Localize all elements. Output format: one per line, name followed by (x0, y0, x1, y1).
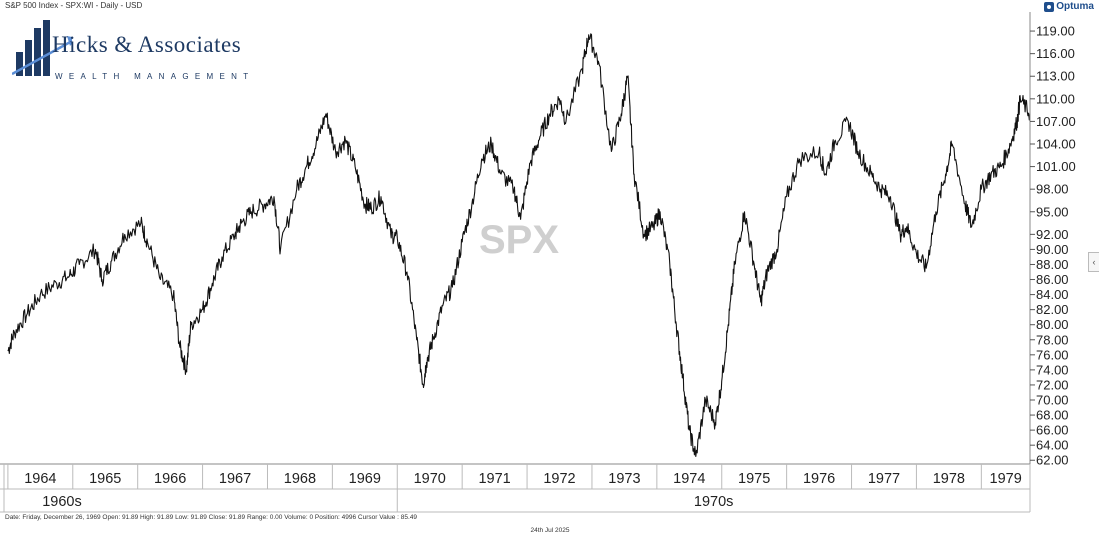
decade-label: 1970s (694, 494, 734, 510)
y-tick-label: 119.00 (1036, 24, 1075, 39)
y-tick-label: 84.00 (1036, 287, 1069, 302)
optuma-brand: Optuma (1044, 1, 1094, 12)
year-label: 1965 (89, 471, 121, 487)
y-tick-label: 88.00 (1036, 257, 1069, 272)
y-tick-label: 95.00 (1036, 204, 1069, 219)
y-tick-label: 98.00 (1036, 182, 1069, 197)
cursor-status-bar: Date: Friday, December 26, 1969 Open: 91… (5, 514, 418, 521)
y-tick-label: 110.00 (1036, 91, 1075, 106)
y-tick-label: 101.00 (1036, 159, 1076, 174)
y-tick-label: 90.00 (1036, 242, 1069, 257)
year-label: 1964 (24, 471, 56, 487)
optuma-brand-label: Optuma (1056, 1, 1094, 12)
y-tick-label: 64.00 (1036, 438, 1069, 453)
watermark-text: SPX (479, 218, 559, 262)
y-tick-label: 72.00 (1036, 377, 1069, 392)
y-tick-label: 68.00 (1036, 408, 1069, 423)
optuma-logo-icon (1044, 1, 1055, 12)
y-tick-label: 62.00 (1036, 453, 1069, 468)
y-tick-label: 78.00 (1036, 332, 1069, 347)
y-tick-label: 66.00 (1036, 423, 1069, 438)
year-label: 1971 (478, 471, 510, 487)
year-label: 1968 (284, 471, 316, 487)
firm-name: Hicks & Associates (52, 32, 242, 57)
y-tick-label: 107.00 (1036, 114, 1076, 129)
year-label: 1977 (868, 471, 900, 487)
year-label: 1970 (414, 471, 446, 487)
y-tick-label: 116.00 (1036, 46, 1075, 61)
year-label: 1966 (154, 471, 186, 487)
y-tick-label: 82.00 (1036, 302, 1069, 317)
year-label: 1978 (933, 471, 965, 487)
price-series-line (7, 33, 1031, 458)
collapse-panel-button[interactable]: ‹ (1088, 252, 1099, 272)
year-label: 1976 (803, 471, 835, 487)
y-tick-label: 86.00 (1036, 272, 1069, 287)
logo-bars-icon (12, 20, 72, 76)
firm-logo (12, 18, 262, 80)
firm-tagline: WEALTH MANAGEMENT (55, 72, 255, 81)
year-label: 1979 (990, 471, 1022, 487)
print-date: 24th Jul 2025 (530, 527, 570, 534)
year-label: 1972 (543, 471, 575, 487)
y-tick-label: 104.00 (1036, 137, 1076, 152)
year-label: 1974 (673, 471, 705, 487)
year-label: 1967 (219, 471, 251, 487)
y-tick-label: 74.00 (1036, 362, 1069, 377)
year-label: 1975 (738, 471, 770, 487)
chart-title: S&P 500 Index - SPX:WI - Daily - USD (5, 1, 143, 10)
year-label: 1973 (608, 471, 640, 487)
y-tick-label: 80.00 (1036, 317, 1069, 332)
y-tick-label: 113.00 (1036, 69, 1075, 84)
y-tick-label: 92.00 (1036, 227, 1069, 242)
year-label: 1969 (349, 471, 381, 487)
y-tick-label: 70.00 (1036, 393, 1069, 408)
y-tick-label: 76.00 (1036, 347, 1069, 362)
decade-label: 1960s (42, 494, 82, 510)
